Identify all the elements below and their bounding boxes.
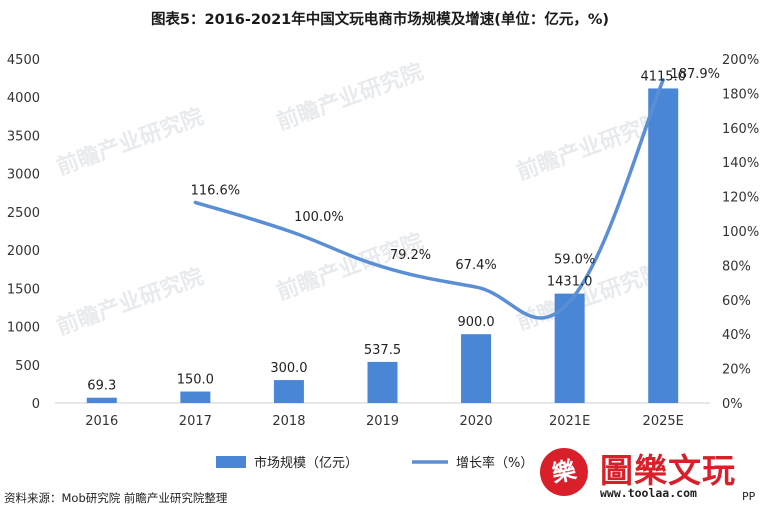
left-tick-label: 1000	[7, 321, 40, 336]
left-tick-label: 2500	[7, 206, 40, 221]
bar	[273, 380, 304, 403]
line-value-label: 116.6%	[191, 183, 241, 198]
right-tick-label: 120%	[722, 191, 759, 206]
x-tick-label: 2019	[366, 414, 399, 429]
x-tick-label: 2016	[85, 414, 118, 429]
right-tick-label: 80%	[722, 259, 751, 274]
growth-line	[193, 78, 665, 320]
right-tick-label: 40%	[722, 328, 751, 343]
line-series	[193, 78, 665, 320]
right-tick-label: 0%	[722, 397, 743, 412]
bar-series	[86, 88, 679, 403]
watermark-text: 前瞻产业研究院	[273, 229, 427, 306]
bar	[461, 334, 492, 403]
left-y-axis: 0 500 1000 1500 2000 2500 3000 3500 4000 4500	[7, 53, 40, 412]
line-value-label: 59.0%	[554, 253, 595, 268]
watermark-text: 前瞻产业研究院	[53, 264, 207, 341]
legend: 市场规模（亿元） 增长率（%）	[216, 455, 533, 471]
right-tick-label: 180%	[722, 87, 759, 102]
line-value-label: 187.9%	[670, 67, 720, 82]
left-tick-label: 3500	[7, 129, 40, 144]
brand-logo: 圖樂文玩	[600, 451, 736, 490]
bar	[648, 88, 679, 403]
bar-value-label: 900.0	[457, 315, 494, 330]
line-value-label: 100.0%	[294, 210, 344, 225]
line-value-label: 67.4%	[455, 258, 496, 273]
bar-value-label: 300.0	[270, 361, 307, 376]
right-tick-label: 200%	[722, 53, 759, 68]
right-tick-label: 60%	[722, 294, 751, 309]
legend-bar-label: 市场规模（亿元）	[254, 455, 358, 471]
right-tick-label: 20%	[722, 363, 751, 378]
source-note: 资料来源：Mob研究院 前瞻产业研究院整理	[4, 491, 228, 505]
right-tick-label: 100%	[722, 225, 759, 240]
left-tick-label: 2000	[7, 244, 40, 259]
left-tick-label: 4000	[7, 91, 40, 106]
bar	[86, 397, 117, 403]
left-tick-label: 0	[32, 397, 40, 412]
bar-value-label: 1431.0	[547, 275, 593, 290]
right-tick-label: 160%	[722, 122, 759, 137]
line-value-label: 79.2%	[390, 248, 431, 263]
bar-value-label: 537.5	[364, 343, 401, 358]
bar-value-label: 69.3	[87, 379, 116, 394]
x-tick-label: 2020	[460, 414, 493, 429]
right-y-axis: 0% 20% 40% 60% 80% 100% 120% 140% 160% 180% 200%	[722, 53, 759, 412]
bar	[180, 391, 211, 403]
left-tick-label: 1500	[7, 282, 40, 297]
bar	[367, 361, 398, 403]
brand-url: www.toolaa.com	[600, 486, 697, 500]
bar-value-label: 4115.0	[640, 69, 686, 84]
brand-suffix: PP	[742, 490, 756, 503]
x-axis: 2016 2017 2018 2019 2020 2021E 2025E	[55, 402, 710, 429]
left-tick-label: 500	[15, 359, 40, 374]
right-tick-label: 140%	[722, 156, 759, 171]
left-tick-label: 3000	[7, 168, 40, 183]
legend-line-label: 增长率（%）	[456, 455, 533, 471]
watermark-text: 前瞻产业研究院	[53, 104, 207, 181]
left-tick-label: 4500	[7, 53, 40, 68]
x-tick-label: 2018	[272, 414, 305, 429]
watermark-text: 前瞻产业研究院	[513, 109, 667, 186]
data-labels: 69.3 150.0 300.0 537.5 900.0 1431.0 4115.0 116.…	[87, 67, 720, 394]
chart-title: 图表5：2016-2021年中国文玩电商市场规模及增速(单位：亿元，%)	[150, 12, 610, 28]
legend-bar-swatch	[216, 456, 246, 468]
x-tick-label: 2017	[179, 414, 212, 429]
bar-value-label: 150.0	[177, 373, 214, 388]
x-tick-label: 2025E	[643, 414, 684, 429]
x-tick-label: 2021E	[549, 414, 590, 429]
watermark-text: 前瞻产业研究院	[273, 59, 427, 136]
